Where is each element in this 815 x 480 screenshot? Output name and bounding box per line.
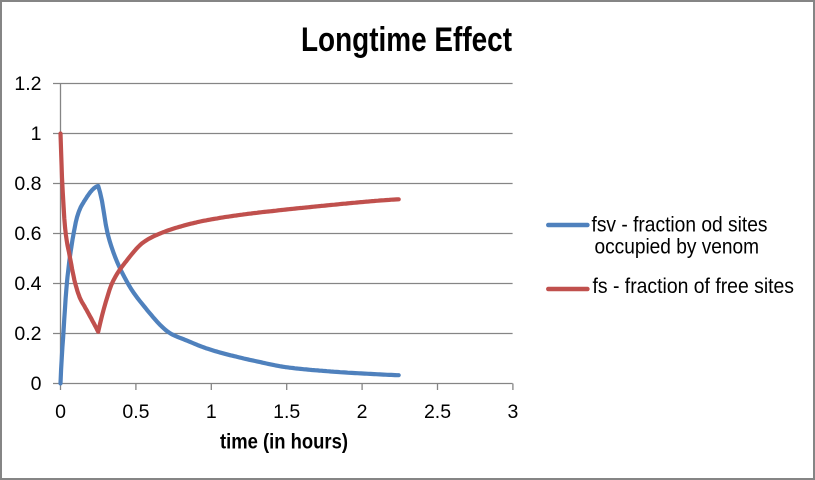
svg-text:0.6: 0.6 (14, 223, 41, 245)
svg-text:Longtime Effect: Longtime Effect (301, 21, 512, 59)
svg-text:0.8: 0.8 (14, 173, 41, 195)
svg-text:1.2: 1.2 (14, 73, 41, 95)
svg-text:0.5: 0.5 (122, 401, 149, 423)
svg-text:1: 1 (206, 401, 217, 423)
svg-text:2: 2 (357, 401, 368, 423)
svg-text:3: 3 (507, 401, 518, 423)
svg-text:0: 0 (31, 373, 42, 395)
svg-text:fsv - fraction od sites: fsv - fraction od sites (592, 214, 768, 237)
svg-text:0.2: 0.2 (14, 323, 41, 345)
svg-text:0.4: 0.4 (14, 273, 41, 295)
svg-text:2.5: 2.5 (424, 401, 451, 423)
svg-text:1.5: 1.5 (273, 401, 300, 423)
svg-text:time (in hours): time (in hours) (220, 431, 348, 454)
svg-text:fs - fraction of free sites: fs - fraction of free sites (593, 275, 795, 298)
svg-text:0: 0 (55, 401, 66, 423)
svg-text:1: 1 (31, 123, 42, 145)
svg-text:occupied by venom: occupied by venom (595, 236, 760, 259)
